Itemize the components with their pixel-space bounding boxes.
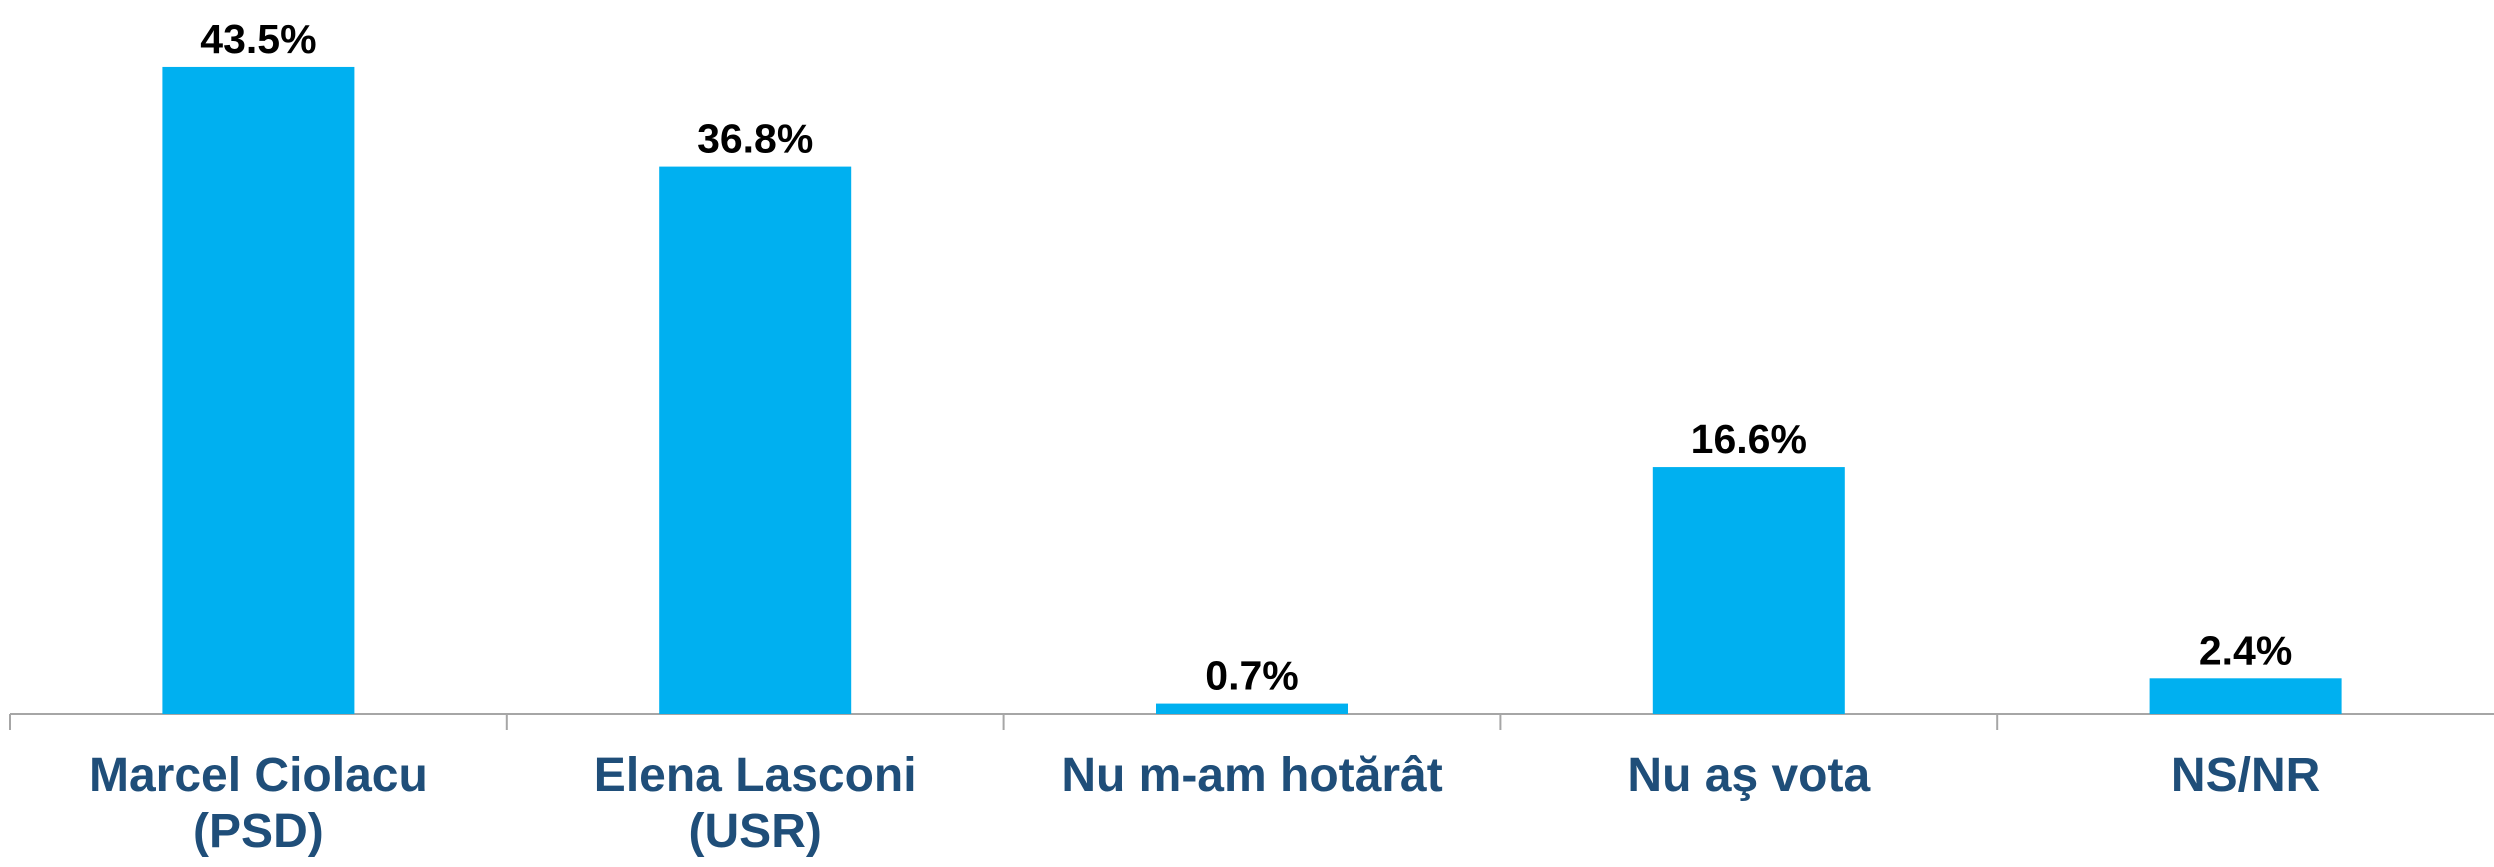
x-tick-label: NS/NR (2170, 749, 2321, 802)
bar (162, 66, 355, 714)
bar (2149, 678, 2342, 714)
bar (659, 166, 852, 715)
x-tick-label: Marcel Ciolacu (PSD) (88, 749, 428, 858)
value-label: 16.6% (1691, 416, 1807, 462)
bar (1652, 467, 1845, 714)
value-label: 43.5% (200, 16, 316, 62)
x-tick-label: Elena Lasconi (USR) (593, 749, 917, 858)
x-tick-label: Nu aş vota (1627, 749, 1871, 802)
value-label: 36.8% (697, 116, 813, 162)
bar (1156, 703, 1348, 714)
x-tick-label: Nu m-am hotărât (1061, 749, 1443, 802)
value-label: 2.4% (2199, 627, 2292, 673)
value-label: 0.7% (1205, 653, 1298, 699)
